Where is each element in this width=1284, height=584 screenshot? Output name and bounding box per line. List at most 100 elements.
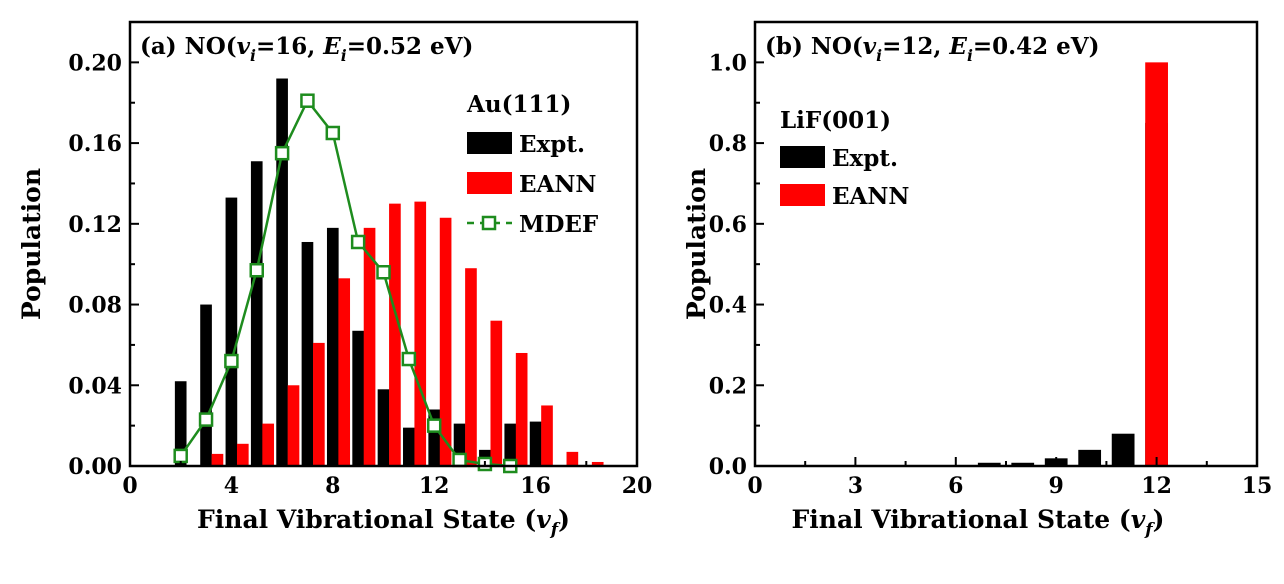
bar-eann-v4 [236, 443, 249, 466]
legend-swatch-marker-mdef [481, 215, 497, 231]
text-part: ) [1153, 505, 1165, 534]
y-axis-label: Population [682, 168, 711, 320]
y-axis-label: Population [17, 168, 46, 320]
text-part: (b) NO( [765, 33, 863, 60]
bar-eann-v17 [566, 451, 579, 466]
text-part: =0.52 eV) [347, 33, 474, 60]
point-mdef-v4 [224, 353, 239, 369]
y-tick-label: 0.2 [709, 373, 747, 399]
text-part: E [948, 33, 967, 60]
text-part: i [876, 46, 882, 65]
text-part: f [1144, 520, 1155, 540]
chart-title: (a) NO(vi=16, Ei=0.52 eV) [140, 33, 473, 65]
text-part: E [322, 33, 341, 60]
legend-swatch-eann [780, 184, 825, 206]
text-part: v [536, 505, 551, 534]
legend: LiF(001) Expt. EANN [780, 107, 909, 210]
legend-swatch-expt [780, 146, 825, 168]
bar-eann-v14 [490, 320, 503, 466]
legend-label: EANN [832, 183, 909, 210]
bar-expt-v10 [1078, 449, 1102, 466]
text-part: ) [558, 505, 570, 534]
legend-swatch-eann [467, 172, 512, 194]
legend-label: Expt. [519, 131, 585, 158]
point-mdef-v2 [173, 448, 188, 464]
x-tick-label: 9 [1049, 473, 1064, 499]
bar-expt-v5 [250, 161, 263, 466]
y-tick-label: 0.12 [68, 212, 122, 238]
bar-eann-v12 [439, 217, 452, 466]
x-tick-label: 0 [122, 473, 137, 499]
plot-frame [753, 20, 1259, 468]
text-part: i [341, 46, 347, 65]
x-axis-label: Final Vibrational State (vf) [197, 505, 570, 540]
point-mdef-v13 [452, 452, 467, 468]
x-tick-label: 6 [948, 473, 963, 499]
point-mdef-v5 [249, 262, 264, 278]
bar-expt-v8 [326, 227, 339, 466]
bar-eann-v12 [1145, 62, 1168, 466]
x-tick-label: 20 [622, 473, 653, 499]
y-tick-label: 0.04 [68, 373, 122, 399]
text-part: =16, [256, 33, 323, 60]
legend-swatch-expt [467, 132, 512, 154]
text-part: i [967, 46, 973, 65]
text-part: v [863, 33, 877, 60]
bar-eann-v5 [262, 423, 274, 466]
point-mdef-v11 [401, 351, 417, 367]
bar-eann-v8 [338, 278, 351, 466]
point-mdef-v7 [300, 93, 315, 108]
chart-panel-b: 0 3 6 9 12 15 0.0 0.2 0.4 0.6 0.8 1.0 (b) NO(vi=12, … [682, 20, 1273, 540]
bar-expt-v11 [1111, 433, 1135, 466]
bar-eann-v13 [465, 268, 477, 466]
point-mdef-v3 [198, 412, 214, 427]
text-part: Final Vibrational State ( [197, 505, 536, 534]
y-tick-label: 0.6 [709, 212, 747, 238]
x-tick-label: 15 [1242, 473, 1273, 499]
bar-expt-v8 [1011, 462, 1035, 466]
bar-expt-v16 [529, 421, 542, 466]
bar-eann-v18 [591, 461, 604, 466]
point-mdef-v12 [426, 418, 442, 433]
bar-eann-v11 [414, 201, 427, 467]
bar-expt-v3 [200, 304, 212, 466]
bar-expt-v9 [352, 330, 364, 466]
chart-panel-a: 0 4 8 12 16 20 0.00 0.04 0.08 0.12 0.16 0.20 (a) NO(… [17, 20, 653, 540]
x-tick-label: 12 [1141, 473, 1172, 499]
x-tick-label: 0 [747, 473, 762, 499]
point-mdef-v6 [274, 145, 290, 161]
text-part: Final Vibrational State ( [792, 505, 1131, 534]
bar-eann-v9 [363, 227, 376, 466]
y-tick-label: 0.8 [709, 131, 747, 157]
bar-expt-v7 [977, 462, 1001, 466]
bar-expt-v6 [276, 78, 288, 466]
bar-expt-v7 [301, 241, 314, 466]
point-mdef-v8 [325, 125, 341, 141]
y-tick-label: 0.00 [68, 454, 122, 480]
legend: Au(111) Expt. EANN MDEF [466, 91, 599, 238]
legend-label: EANN [519, 171, 596, 198]
x-tick-label: 4 [224, 473, 239, 499]
text-part: v [237, 33, 251, 60]
legend-label: MDEF [519, 211, 599, 238]
x-axis-label: Final Vibrational State (vf) [792, 505, 1165, 540]
chart-title: (b) NO(vi=12, Ei=0.42 eV) [765, 33, 1100, 65]
x-tick-label: 8 [325, 473, 340, 499]
text-part: =12, [882, 33, 949, 60]
text-part: (a) NO( [140, 33, 237, 60]
bar-eann-v7 [313, 342, 325, 466]
bar-expt-v2 [174, 381, 187, 466]
legend-title: Au(111) [466, 91, 571, 118]
bar-eann-v6 [287, 385, 300, 466]
bar-eann-v15 [515, 352, 528, 466]
x-tick-label: 12 [419, 473, 450, 499]
text-part: i [250, 46, 256, 65]
bar-eann-v16 [541, 405, 553, 466]
y-tick-label: 1.0 [709, 50, 747, 76]
x-tick-label: 16 [520, 473, 551, 499]
point-mdef-v10 [376, 265, 391, 280]
bar-expt-v4 [225, 197, 238, 466]
bar-expt-v11 [403, 427, 415, 466]
y-tick-label: 0.20 [68, 50, 122, 76]
bar-expt-v15 [504, 423, 517, 466]
